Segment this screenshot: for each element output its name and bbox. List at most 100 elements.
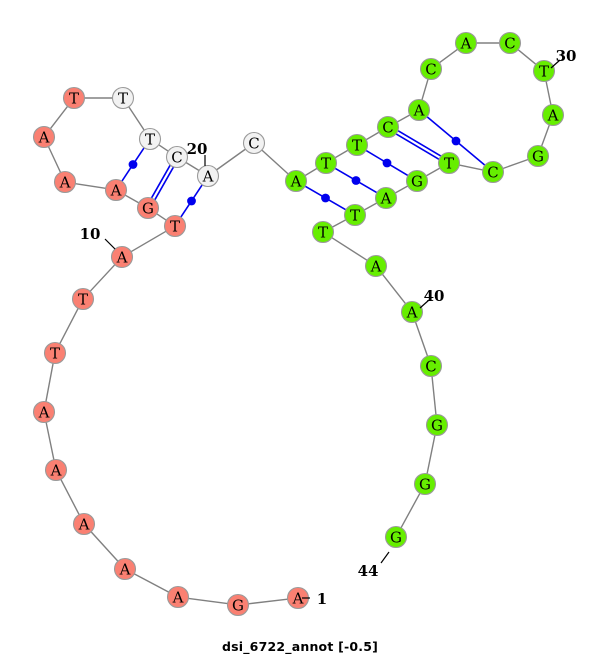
nucleotide-circle <box>311 220 335 244</box>
nucleotide-12[interactable]: G <box>136 196 160 220</box>
nucleotide-34[interactable]: T <box>437 151 461 175</box>
nucleotide-circle <box>425 413 449 437</box>
nucleotide-circle <box>526 144 550 168</box>
backbone-segment <box>334 149 349 159</box>
nucleotide-19[interactable]: C <box>165 145 189 169</box>
nucleotide-44[interactable]: G <box>384 525 408 549</box>
figure-caption: dsi_6722_annot [-0.5] <box>221 639 379 654</box>
position-number: 40 <box>424 287 445 305</box>
nucleotide-22[interactable]: A <box>284 169 308 193</box>
backbone-segment <box>545 81 552 105</box>
base-pair-dot <box>351 176 361 185</box>
base-pair <box>334 167 378 194</box>
nucleotide-circle <box>419 354 443 378</box>
nucleotide-8[interactable]: T <box>43 341 67 365</box>
nucleotide-13[interactable]: A <box>104 178 128 202</box>
position-tick <box>104 238 116 250</box>
backbone-segment <box>185 161 200 172</box>
base-pair <box>180 184 203 218</box>
nucleotide-circle <box>364 254 388 278</box>
nucleotide-circle <box>136 196 160 220</box>
base-pair-line <box>395 133 440 160</box>
nucleotide-circle <box>541 103 565 127</box>
backbone-segment <box>400 492 421 529</box>
nucleotide-3[interactable]: A <box>166 585 190 609</box>
nucleotide-5[interactable]: A <box>72 512 96 536</box>
nucleotide-32[interactable]: G <box>526 144 550 168</box>
nucleotide-21[interactable]: C <box>242 131 266 155</box>
nucleotide-circle <box>53 170 77 194</box>
nucleotide-27[interactable]: C <box>419 57 443 81</box>
nucleotide-30[interactable]: T <box>532 59 556 83</box>
nucleotide-31[interactable]: A <box>541 103 565 127</box>
nucleotide-circle <box>419 57 443 81</box>
nucleotide-39[interactable]: A <box>364 254 388 278</box>
backbone-segment <box>59 307 79 345</box>
nucleotide-9[interactable]: T <box>71 287 95 311</box>
position-label-30: 30 <box>550 47 576 69</box>
nucleotide-10[interactable]: A <box>110 245 134 269</box>
nucleotide-24[interactable]: T <box>345 133 369 157</box>
nucleotide-38[interactable]: T <box>311 220 335 244</box>
base-pair <box>395 130 442 160</box>
nucleotide-16[interactable]: T <box>62 86 86 110</box>
nucleotide-15[interactable]: A <box>32 125 56 149</box>
backbone-segment <box>128 106 145 131</box>
nucleotide-circle <box>345 133 369 157</box>
backbone-segment <box>459 164 483 171</box>
nucleotide-4[interactable]: A <box>113 557 137 581</box>
position-label-10: 10 <box>80 225 116 250</box>
backbone-segment <box>396 114 411 123</box>
position-label-20: 20 <box>187 140 207 166</box>
position-number: 1 <box>317 590 327 608</box>
backbone-segment <box>381 273 407 305</box>
nucleotide-20[interactable]: A <box>196 164 220 188</box>
nucleotide-circle <box>454 31 478 55</box>
base-pair-dot <box>321 193 330 203</box>
nucleotide-circle <box>165 145 189 169</box>
nucleotide-17[interactable]: T <box>111 86 135 110</box>
nucleotide-6[interactable]: A <box>44 458 68 482</box>
backbone-segment <box>60 478 80 516</box>
nucleotide-18[interactable]: T <box>138 127 162 151</box>
nucleotide-26[interactable]: A <box>407 98 431 122</box>
nucleotide-circle <box>314 151 338 175</box>
nucleotide-11[interactable]: T <box>163 214 187 238</box>
nucleotide-23[interactable]: T <box>314 151 338 175</box>
nucleotide-33[interactable]: C <box>481 160 505 184</box>
nucleotide-36[interactable]: A <box>374 186 398 210</box>
nucleotide-43[interactable]: G <box>413 472 437 496</box>
backbone-segment <box>49 105 69 130</box>
nucleotide-29[interactable]: C <box>498 31 522 55</box>
backbone-segment <box>47 146 62 173</box>
nucleotide-40[interactable]: A <box>400 300 424 324</box>
position-label-44: 44 <box>358 551 390 580</box>
nucleotide-circle <box>166 585 190 609</box>
nucleotide-circle <box>226 593 250 617</box>
nucleotide-2[interactable]: G <box>226 593 250 617</box>
base-pair-dot <box>451 136 461 146</box>
nucleotide-25[interactable]: C <box>376 115 400 139</box>
nucleotide-42[interactable]: G <box>425 413 449 437</box>
nucleotide-28[interactable]: A <box>454 31 478 55</box>
position-label-layer: 1 10 20 30 40 44 <box>80 47 577 608</box>
nucleotide-14[interactable]: A <box>53 170 77 194</box>
nucleotide-7[interactable]: A <box>32 400 56 424</box>
nucleotide-circle <box>138 127 162 151</box>
nucleotide-circle <box>413 472 437 496</box>
base-pair-dot <box>382 158 392 168</box>
base-pair <box>365 149 409 177</box>
base-pair-dot <box>128 160 138 169</box>
base-pair-dot <box>187 196 196 206</box>
backbone-segment <box>363 202 378 211</box>
backbone-segment <box>156 213 167 221</box>
backbone-segment <box>45 363 54 402</box>
base-pair <box>426 116 486 166</box>
nucleotide-41[interactable]: C <box>419 354 443 378</box>
nucleotide-37[interactable]: T <box>343 203 367 227</box>
backbone-segment <box>261 149 289 175</box>
nucleotide-35[interactable]: G <box>405 169 429 193</box>
